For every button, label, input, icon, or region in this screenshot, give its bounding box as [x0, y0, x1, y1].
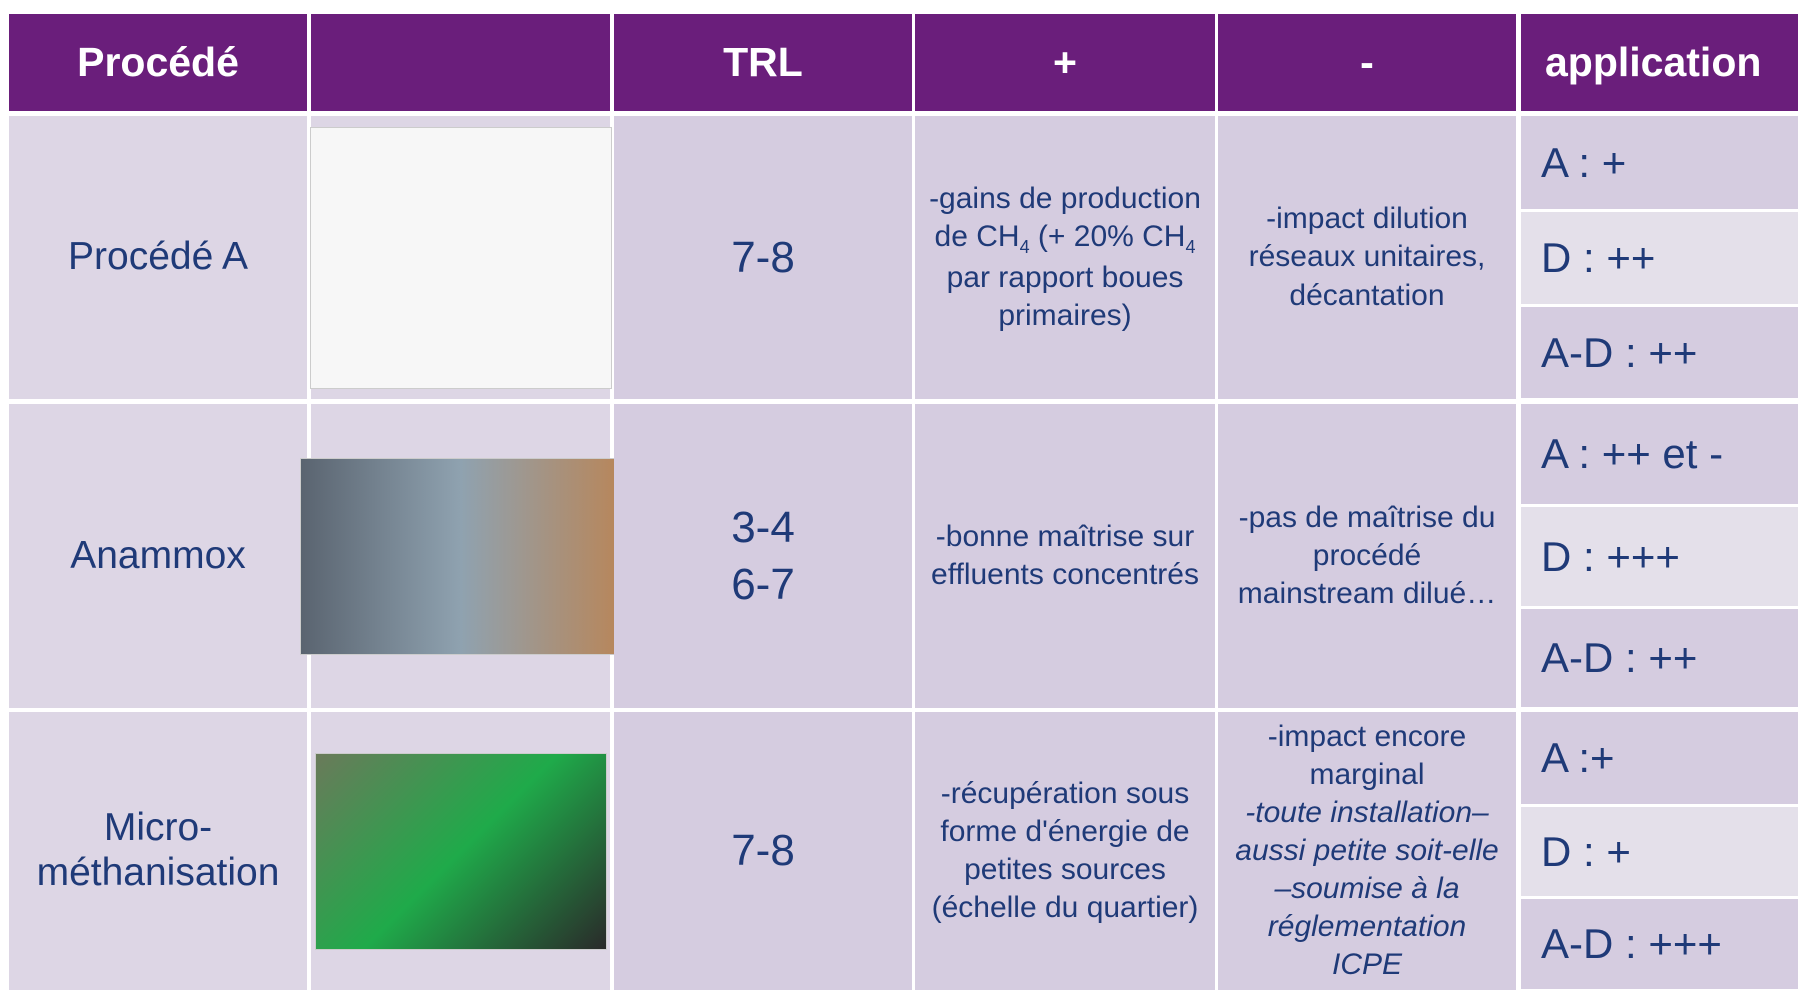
header-cell: TRL — [614, 14, 912, 111]
advantages: -gains de production de CH4 (+ 20% CH4 p… — [915, 116, 1215, 399]
application: D : +++ — [1521, 507, 1798, 606]
advantages-text: -récupération sous forme d'énergie de pe… — [929, 775, 1201, 927]
application: A : + — [1521, 116, 1798, 209]
trl: 7-8 — [614, 712, 912, 990]
image-cell — [299, 404, 622, 708]
application: A-D : ++ — [1521, 609, 1798, 707]
disadvantages: -pas de maîtrise du procédé mainstream d… — [1218, 404, 1516, 708]
text: -gains de production de CH — [929, 181, 1201, 254]
header-cell — [311, 14, 610, 111]
application: A-D : +++ — [1521, 899, 1798, 989]
disadvantages-text: -impact dilution réseaux unitaires, déca… — [1248, 202, 1486, 312]
text: 4 — [1019, 237, 1030, 258]
advantages: -bonne maîtrise sur effluents concentrés — [915, 404, 1215, 708]
advantages-text: -gains de production de CH4 (+ 20% CH4 p… — [929, 180, 1201, 335]
header-cell: - — [1218, 14, 1516, 111]
application: A :+ — [1521, 712, 1798, 804]
trl: 3-4 6-7 — [614, 404, 912, 708]
application: A : ++ et - — [1521, 404, 1798, 504]
image — [314, 752, 607, 950]
text: -bonne maîtrise sur effluents concentrés — [931, 519, 1199, 591]
process-name: Anammox — [9, 404, 307, 708]
trl-value: 6-7 — [731, 560, 795, 609]
application: D : ++ — [1521, 212, 1798, 304]
disadvantages-text: -impact encore marginal — [1267, 719, 1467, 791]
disadvantages-text: -pas de maîtrise du procédé mainstream d… — [1237, 500, 1497, 611]
image — [299, 457, 622, 655]
header-cell: Procédé — [9, 14, 307, 111]
image-cell — [311, 712, 610, 990]
trl-value: 7-8 — [731, 826, 795, 876]
text: par rapport boues primaires) — [946, 260, 1184, 332]
image-cell — [309, 116, 612, 399]
image — [309, 126, 612, 389]
application: D : + — [1521, 807, 1798, 896]
process-name: Micro-méthanisation — [9, 712, 307, 990]
header-cell: application — [1521, 14, 1798, 111]
advantages-text: -bonne maîtrise sur effluents concentrés — [929, 518, 1201, 594]
advantages: -récupération sous forme d'énergie de pe… — [915, 712, 1215, 990]
disadvantages: -impact encore marginal -toute installati… — [1218, 712, 1516, 990]
text: 4 — [1185, 237, 1196, 258]
text: -récupération sous forme d'énergie de pe… — [931, 776, 1199, 925]
application: A-D : ++ — [1521, 307, 1798, 398]
trl-value: 7-8 — [731, 232, 795, 282]
process-name: Procédé A — [9, 116, 307, 399]
text: (+ 20% CH — [1029, 220, 1186, 254]
header-cell: + — [915, 14, 1215, 111]
trl-value: 3-4 — [731, 502, 795, 552]
disadvantages: -impact dilution réseaux unitaires, déca… — [1218, 116, 1516, 399]
disadvantages-italic: -toute installation– aussi petite soit-e… — [1235, 795, 1499, 982]
trl: 7-8 — [614, 116, 912, 399]
